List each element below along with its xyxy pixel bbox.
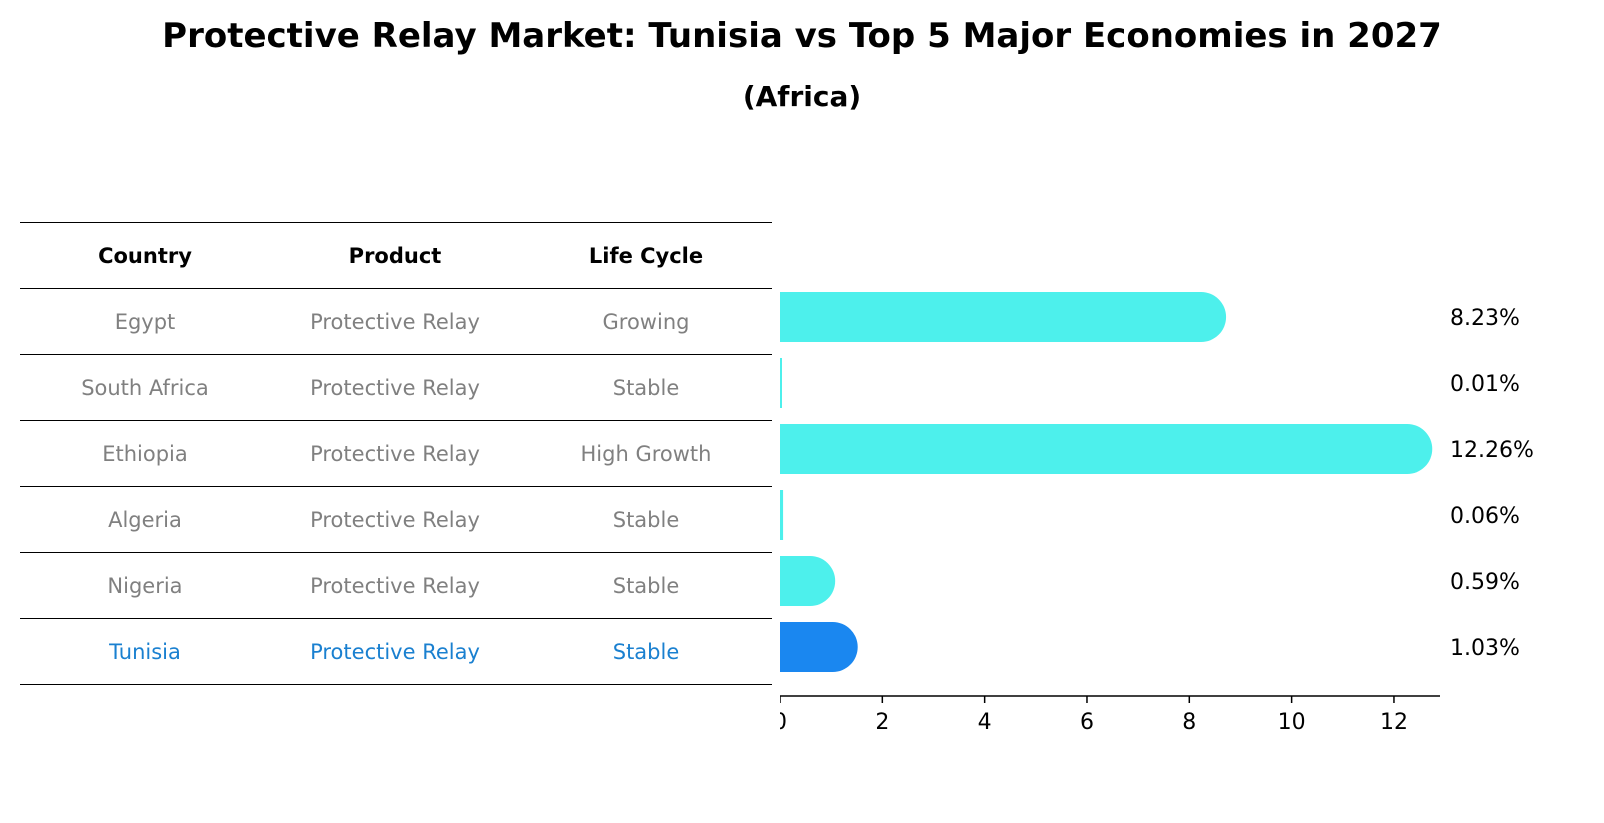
bar-ethiopia (780, 424, 1433, 474)
cell-life-cycle: Stable (612, 573, 680, 598)
bar-tunisia (780, 622, 858, 672)
cell-country: Algeria (108, 507, 182, 532)
value-label: 12.26% (1450, 438, 1534, 463)
bar-nigeria (780, 556, 836, 606)
cell-life-cycle: Stable (612, 639, 680, 664)
value-label: 1.03% (1450, 636, 1520, 661)
cell-country: Egypt (114, 309, 176, 334)
cell-country: Nigeria (107, 573, 183, 598)
cell-country: Ethiopia (102, 441, 188, 466)
x-tick-label: 10 (1278, 710, 1306, 735)
x-tick-label: 8 (1182, 710, 1196, 735)
bar-chart: 8.23% 0.01% 12.26% 0.06% 0.59% 1.03% 0 2 4 6 8 10 12 (780, 292, 1534, 735)
cell-country: Tunisia (109, 639, 181, 664)
cell-product: Protective Relay (310, 441, 480, 466)
table-row: Nigeria Protective Relay Stable (20, 552, 772, 618)
cell-life-cycle: Stable (612, 375, 680, 400)
table-header: Country Product Life Cycle (20, 222, 772, 288)
chart-subtitle: (Africa) (742, 80, 862, 113)
table-row-highlight: Tunisia Protective Relay Stable (20, 618, 772, 685)
bar-algeria (780, 490, 784, 540)
value-label: 8.23% (1450, 306, 1520, 331)
cell-life-cycle: High Growth (580, 441, 712, 466)
data-table: Country Product Life Cycle Egypt Protect… (20, 222, 772, 685)
header-country: Country (98, 243, 192, 268)
table-row: Algeria Protective Relay Stable (20, 486, 772, 552)
cell-product: Protective Relay (310, 573, 480, 598)
x-tick-label: 0 (780, 710, 787, 735)
cell-country: South Africa (81, 375, 209, 400)
value-label: 0.59% (1450, 570, 1520, 595)
x-tick-label: 6 (1080, 710, 1094, 735)
x-tick-label: 12 (1380, 710, 1408, 735)
cell-product: Protective Relay (310, 309, 480, 334)
x-tick-label: 2 (875, 710, 889, 735)
value-label: 0.01% (1450, 372, 1520, 397)
value-label: 0.06% (1450, 504, 1520, 529)
table-row: South Africa Protective Relay Stable (20, 354, 772, 420)
cell-product: Protective Relay (310, 507, 480, 532)
cell-product: Protective Relay (310, 375, 480, 400)
cell-product: Protective Relay (310, 639, 480, 664)
chart-title: Protective Relay Market: Tunisia vs Top … (162, 16, 1442, 56)
bar-egypt (780, 292, 1227, 342)
cell-life-cycle: Growing (602, 309, 690, 334)
header-life-cycle: Life Cycle (588, 243, 704, 268)
table-row: Ethiopia Protective Relay High Growth (20, 420, 772, 486)
cell-life-cycle: Stable (612, 507, 680, 532)
bar-south-africa (780, 358, 782, 408)
header-product: Product (348, 243, 442, 268)
x-tick-label: 4 (978, 710, 992, 735)
table-row: Egypt Protective Relay Growing (20, 288, 772, 354)
